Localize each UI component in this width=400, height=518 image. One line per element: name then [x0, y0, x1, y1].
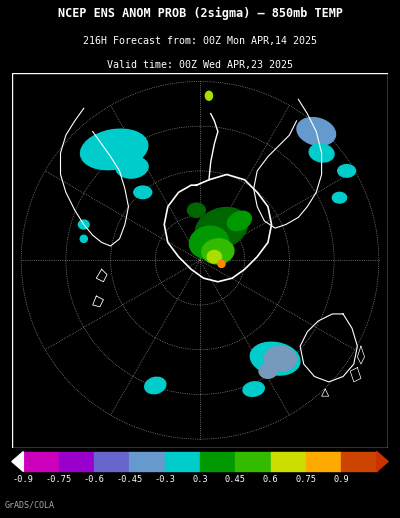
Ellipse shape: [195, 208, 248, 249]
Text: 0.3: 0.3: [192, 475, 208, 484]
Ellipse shape: [207, 251, 222, 263]
Ellipse shape: [264, 346, 296, 371]
Bar: [341, 452, 377, 471]
Ellipse shape: [80, 129, 148, 170]
Text: NCEP ENS ANOM PROB (2sigma) – 850mb TEMP: NCEP ENS ANOM PROB (2sigma) – 850mb TEMP: [58, 7, 342, 20]
Bar: [94, 452, 129, 471]
Ellipse shape: [80, 235, 87, 242]
Ellipse shape: [205, 91, 212, 100]
Text: 0.45: 0.45: [225, 475, 246, 484]
Text: -0.9: -0.9: [13, 475, 34, 484]
Bar: [271, 452, 306, 471]
Bar: [59, 452, 94, 471]
Ellipse shape: [188, 203, 205, 218]
Text: -0.3: -0.3: [154, 475, 175, 484]
Polygon shape: [377, 452, 388, 471]
Bar: [165, 452, 200, 471]
Ellipse shape: [202, 239, 234, 264]
Text: GrADS/COLA: GrADS/COLA: [5, 500, 55, 510]
Ellipse shape: [134, 186, 152, 198]
Ellipse shape: [309, 144, 334, 162]
Text: Valid time: 00Z Wed APR,23 2025: Valid time: 00Z Wed APR,23 2025: [107, 60, 293, 70]
Ellipse shape: [218, 260, 225, 267]
Ellipse shape: [259, 364, 277, 378]
Text: -0.6: -0.6: [84, 475, 104, 484]
Ellipse shape: [297, 118, 336, 146]
Ellipse shape: [145, 377, 166, 394]
Text: -0.75: -0.75: [46, 475, 72, 484]
Bar: [200, 452, 235, 471]
Bar: [23, 452, 59, 471]
Ellipse shape: [332, 192, 347, 203]
Polygon shape: [12, 452, 23, 471]
Bar: [306, 452, 341, 471]
Text: 0.75: 0.75: [296, 475, 316, 484]
Text: -0.45: -0.45: [116, 475, 142, 484]
Bar: [129, 452, 165, 471]
Text: 216H Forecast from: 00Z Mon APR,14 2025: 216H Forecast from: 00Z Mon APR,14 2025: [83, 36, 317, 46]
Bar: [235, 452, 271, 471]
Text: 0.9: 0.9: [334, 475, 349, 484]
Ellipse shape: [338, 165, 356, 177]
Ellipse shape: [78, 220, 89, 229]
Ellipse shape: [116, 156, 148, 178]
Ellipse shape: [189, 226, 228, 258]
Ellipse shape: [227, 211, 251, 231]
Ellipse shape: [250, 342, 300, 375]
Text: 0.6: 0.6: [263, 475, 278, 484]
Ellipse shape: [243, 382, 264, 396]
